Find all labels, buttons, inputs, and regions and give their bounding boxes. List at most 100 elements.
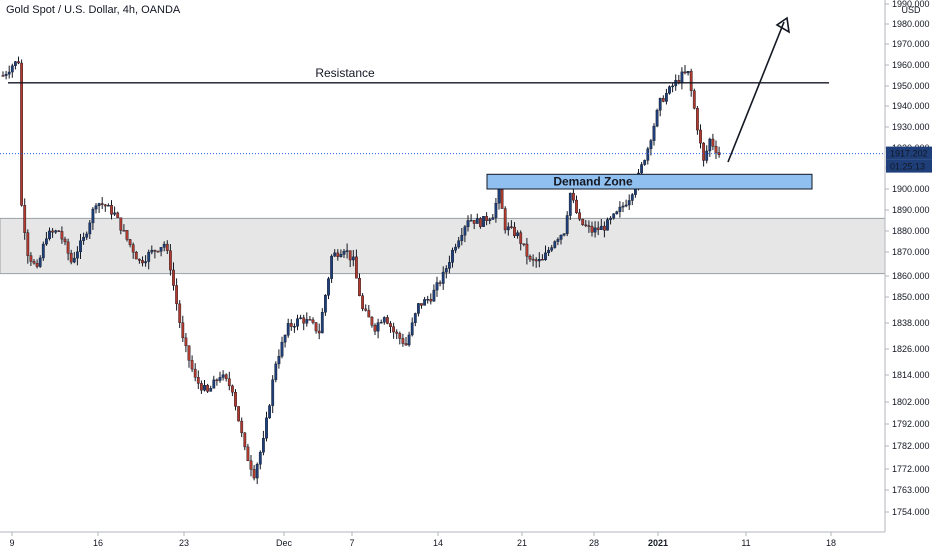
y-tick-label: 1860.000 xyxy=(892,271,930,281)
candle-down xyxy=(503,208,507,231)
candle-down xyxy=(175,285,178,305)
y-tick-label: 1870.000 xyxy=(892,247,930,257)
candle-down xyxy=(702,142,706,161)
candle-down xyxy=(401,338,405,344)
candle-down xyxy=(510,226,513,228)
candle-down xyxy=(603,225,606,231)
candle-down xyxy=(240,420,244,434)
x-tick-label: 2021 xyxy=(648,538,668,548)
candle-down xyxy=(485,216,488,221)
forecast-arrow-head xyxy=(775,16,791,34)
candle-down xyxy=(66,241,70,254)
candle-up xyxy=(488,219,492,221)
candle-up xyxy=(451,249,454,263)
x-axis-ticks: 9 16 23 Dec 7 14 21 28 2021 11 18 xyxy=(9,532,836,548)
candle-up xyxy=(568,192,572,216)
candle-up xyxy=(630,194,634,201)
range-box xyxy=(0,217,886,275)
candle-up xyxy=(221,374,225,378)
candle-down xyxy=(100,203,104,205)
countdown-tag-value: 01:25:13 xyxy=(890,162,925,172)
candle-up xyxy=(624,204,628,207)
candle-up xyxy=(559,234,563,240)
candle-up xyxy=(627,200,631,206)
y-tick-label: 1950.000 xyxy=(892,81,930,91)
candle-up xyxy=(609,217,613,220)
candle-down xyxy=(522,243,526,245)
candle-down xyxy=(689,71,693,91)
candle-up xyxy=(658,98,662,111)
candle-up xyxy=(265,417,268,439)
candle-up xyxy=(423,299,426,306)
candle-down xyxy=(168,250,172,271)
y-tick-label: 1814.000 xyxy=(892,370,930,380)
y-axis-unit: USD xyxy=(901,5,921,15)
candle-up xyxy=(13,61,17,66)
candle-up xyxy=(550,247,554,251)
demand-zone-label: Demand Zone xyxy=(553,175,633,189)
candle-up xyxy=(274,363,278,380)
candle-down xyxy=(69,253,73,263)
candle-up xyxy=(327,278,330,296)
candle-down xyxy=(355,256,358,279)
candle-up xyxy=(553,241,557,248)
x-tick-label: 16 xyxy=(93,538,103,548)
candle-down xyxy=(165,243,169,251)
candle-down xyxy=(714,146,718,153)
candle-down xyxy=(584,224,588,227)
demand-zone xyxy=(486,173,813,190)
y-tick-label: 1754.000 xyxy=(892,507,930,517)
candle-up xyxy=(491,217,495,220)
candle-up xyxy=(506,226,510,231)
y-axis-ticks: 1990.000 1980.000 1970.000 1960.000 1950.000… xyxy=(885,0,930,517)
candle-down xyxy=(60,231,64,240)
candle-up xyxy=(345,250,349,252)
candle-down xyxy=(103,204,107,207)
candle-up xyxy=(705,150,709,161)
candle-up xyxy=(407,334,411,346)
x-tick-label: 28 xyxy=(589,538,599,548)
candle-up xyxy=(417,303,420,314)
candle-down xyxy=(190,360,194,370)
candle-up xyxy=(482,216,485,227)
candle-up xyxy=(97,203,101,206)
candles-group xyxy=(1,56,721,485)
candle-down xyxy=(249,460,253,470)
x-tick-label: 7 xyxy=(349,538,354,548)
candle-down xyxy=(541,258,544,261)
candle-down xyxy=(572,192,575,201)
candle-up xyxy=(296,318,299,327)
candle-up xyxy=(299,317,302,319)
candle-up xyxy=(497,189,501,204)
candle-down xyxy=(314,322,318,332)
candle-down xyxy=(230,385,234,393)
candle-down xyxy=(581,218,585,226)
x-tick-label: 14 xyxy=(433,538,443,548)
candle-up xyxy=(516,232,520,237)
candle-down xyxy=(692,90,696,109)
candle-up xyxy=(565,215,569,234)
candle-up xyxy=(537,258,541,262)
y-tick-label: 1940.000 xyxy=(892,101,930,111)
candle-up xyxy=(640,164,644,174)
candle-down xyxy=(311,319,315,323)
candle-up xyxy=(544,252,547,261)
candle-down xyxy=(215,379,219,382)
candle-down xyxy=(367,310,371,318)
candle-up xyxy=(593,227,597,233)
candle-down xyxy=(35,262,39,267)
candle-up xyxy=(556,239,560,242)
candle-down xyxy=(308,319,312,321)
y-tick-label: 1880.000 xyxy=(892,226,930,236)
candle-up xyxy=(262,437,265,453)
candle-up xyxy=(339,254,343,257)
candle-up xyxy=(466,220,470,228)
candle-up xyxy=(454,246,457,251)
candle-up xyxy=(665,93,668,102)
candle-up xyxy=(88,222,92,235)
candle-down xyxy=(206,385,209,392)
candle-down xyxy=(172,269,175,286)
candle-up xyxy=(255,464,259,479)
candle-down xyxy=(156,250,160,253)
y-tick-label: 1990.000 xyxy=(892,0,930,9)
